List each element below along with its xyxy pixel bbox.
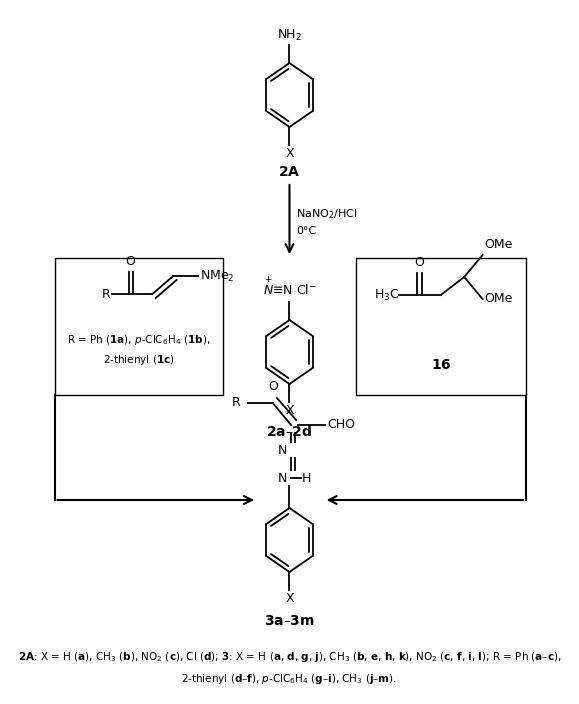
Text: $\mathbf{2A}$: X = H ($\mathbf{a}$), CH$_3$ ($\mathbf{b}$), NO$_2$ ($\mathbf{c}$: $\mathbf{2A}$: X = H ($\mathbf{a}$), CH$… [17,650,561,664]
Text: N: N [278,472,287,484]
Text: NH$_2$: NH$_2$ [277,28,302,43]
Bar [54,258,223,395]
Text: $\mathbf{2A}$: $\mathbf{2A}$ [278,165,301,179]
Text: N: N [278,444,287,456]
Text: OMe: OMe [484,292,512,306]
Text: $\overset{+}{N}$≡N Cl$^{-}$: $\overset{+}{N}$≡N Cl$^{-}$ [262,276,316,298]
Text: CHO: CHO [327,418,355,432]
Text: NMe$_2$: NMe$_2$ [200,268,234,284]
Text: OMe: OMe [484,238,512,251]
Text: H$_3$C: H$_3$C [374,287,400,303]
Text: R: R [232,396,241,410]
Text: 2-thienyl ($\mathbf{1c}$): 2-thienyl ($\mathbf{1c}$) [103,353,175,367]
Bar [356,258,526,395]
Text: R: R [102,287,111,301]
Text: R = Ph ($\mathbf{1a}$), $p$-ClC$_6$H$_4$ ($\mathbf{1b}$),: R = Ph ($\mathbf{1a}$), $p$-ClC$_6$H$_4$… [67,333,211,347]
Text: O: O [414,256,424,269]
Text: $\mathbf{16}$: $\mathbf{16}$ [431,358,451,372]
Text: NaNO$_2$/HCl: NaNO$_2$/HCl [296,208,357,221]
Text: $\mathbf{3a}$–$\mathbf{3m}$: $\mathbf{3a}$–$\mathbf{3m}$ [264,614,315,628]
Text: O: O [268,380,278,393]
Text: $\mathbf{2a}$–$\mathbf{2d}$: $\mathbf{2a}$–$\mathbf{2d}$ [266,424,313,439]
Text: X: X [285,404,294,417]
Text: X: X [285,592,294,605]
Text: O: O [126,255,135,268]
Text: 2-thienyl ($\mathbf{d}$–$\mathbf{f}$), $p$-ClC$_6$H$_4$ ($\mathbf{g}$–$\mathbf{i: 2-thienyl ($\mathbf{d}$–$\mathbf{f}$), $… [181,672,397,686]
Text: 0°C: 0°C [296,227,316,237]
Text: H: H [302,472,311,484]
Text: X: X [285,147,294,160]
